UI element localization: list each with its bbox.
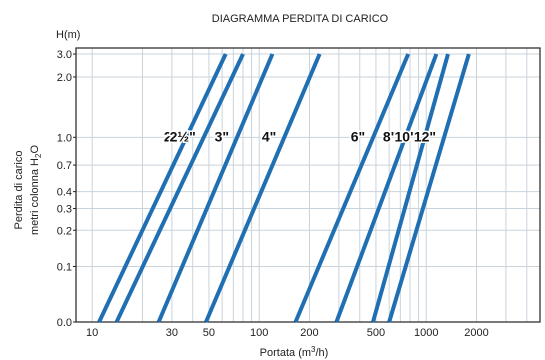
- x-tick-label: 30: [166, 327, 178, 339]
- y-tick-label: 0.1: [57, 261, 72, 273]
- y-axis-label-sub: 2: [34, 153, 43, 158]
- series-line: [387, 53, 471, 323]
- x-tick-label: 200: [300, 327, 318, 339]
- y-tick-label: 0.4: [57, 187, 72, 199]
- series-label: 10": [394, 128, 416, 144]
- y-tick-label: 0.3: [57, 204, 72, 216]
- x-axis-label-main: Portata (m: [260, 347, 311, 359]
- series-line: [114, 53, 245, 323]
- series-labels: 2"2½" 3" 4" 6" 8"10"12": [162, 127, 437, 146]
- series-label: 8": [383, 128, 397, 144]
- series-label: 3": [215, 128, 229, 144]
- x-tick-label: 100: [250, 327, 268, 339]
- plot-border: [75, 47, 541, 323]
- series-label: 12": [414, 128, 436, 144]
- series-lines: [97, 53, 471, 323]
- x-axis-label-sup: 3: [311, 345, 316, 354]
- x-tick-label: 2000: [464, 327, 488, 339]
- y-tick-label: 1.0: [57, 132, 72, 144]
- y-tick-label: 0.0: [57, 317, 72, 329]
- y-axis-label-end: O: [29, 145, 41, 154]
- y-axis-label-line2: metri colonna H2O: [29, 145, 43, 236]
- x-tick-label: 1000: [414, 327, 438, 339]
- y-tick-label: 0.7: [57, 160, 72, 172]
- x-tick-label: 10: [86, 327, 98, 339]
- y-tick-label: 2.0: [57, 72, 72, 84]
- series-line: [293, 53, 411, 323]
- y-axis-unit-label: H(m): [56, 29, 80, 41]
- x-axis-label-end: /h): [315, 347, 328, 359]
- x-axis-label: Portata (m3/h): [260, 345, 329, 359]
- series-label: 6": [351, 128, 365, 144]
- series-line: [371, 53, 450, 323]
- y-axis-label-main: metri colonna H: [29, 158, 41, 235]
- x-tick-labels: 10 30 50 100 200 500 1000 2000: [86, 327, 489, 339]
- series-line: [334, 53, 439, 323]
- series-label: 4": [262, 128, 276, 144]
- series-line: [97, 53, 228, 323]
- x-tick-label: 50: [203, 327, 215, 339]
- y-axis-label-line1: Perdita di carico: [13, 151, 25, 230]
- plot-frame: [73, 47, 541, 323]
- chart-title: DIAGRAMMA PERDITA DI CARICO: [212, 13, 389, 25]
- series-label: 2": [164, 128, 178, 144]
- series-line: [156, 53, 275, 323]
- grid: [76, 48, 540, 323]
- series-label: 2½": [170, 128, 196, 144]
- x-tick-label: 500: [367, 327, 385, 339]
- y-tick-label: 3.0: [57, 49, 72, 61]
- series-line: [204, 53, 322, 323]
- y-tick-labels: 3.0 2.0 1.0 0.7 0.4 0.3 0.2 0.1 0.0: [57, 49, 72, 329]
- y-tick-label: 0.2: [57, 225, 72, 237]
